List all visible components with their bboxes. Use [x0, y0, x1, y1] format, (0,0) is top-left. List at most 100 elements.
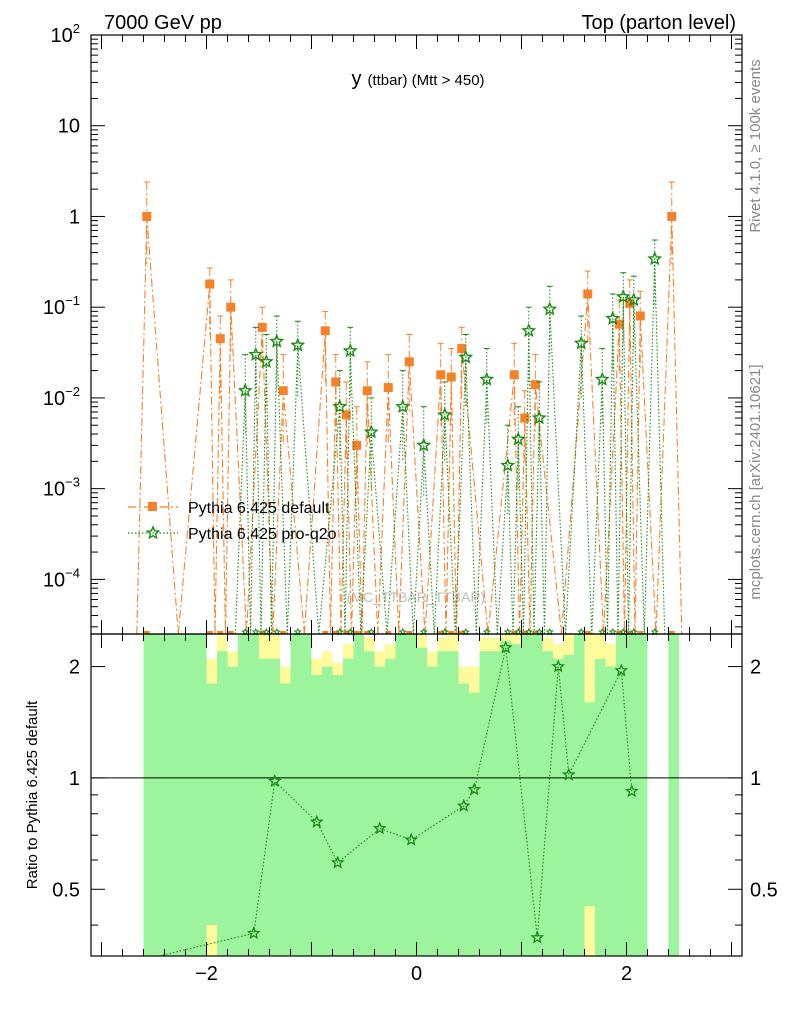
floor-marker-default — [448, 631, 455, 634]
point-default — [257, 322, 267, 332]
ratio-band-green — [668, 634, 679, 956]
ratio-band-green — [605, 666, 616, 956]
main-ytick-label: 10−4 — [43, 565, 80, 591]
ratio-band-green — [332, 674, 343, 956]
point-proq2o — [258, 353, 274, 369]
point-proq2o — [342, 343, 358, 358]
ratio-band-green — [206, 683, 217, 926]
main-series — [136, 181, 683, 636]
ratio-point-proq2o — [530, 930, 545, 944]
legend-entry-default: Pythia 6.425 default — [128, 500, 330, 517]
ratio-ytick-label-right: 0.5 — [750, 879, 778, 901]
series-line-default — [136, 216, 683, 635]
main-frame — [90, 34, 743, 635]
point-default — [320, 326, 330, 336]
xtick-label: −2 — [195, 963, 218, 985]
point-default — [583, 289, 593, 299]
floor-marker-default — [280, 631, 287, 634]
floor-marker-default — [227, 631, 234, 634]
floor-marker-default — [626, 631, 633, 634]
ratio-ytick-label-left: 1 — [69, 768, 80, 790]
floor-marker-default — [532, 631, 539, 634]
floor-marker-default — [437, 631, 444, 634]
point-proq2o — [395, 398, 411, 414]
point-default — [352, 440, 362, 450]
floor-marker-proq2o — [619, 627, 628, 636]
point-proq2o — [248, 346, 264, 361]
main-ytick-label: 10 — [58, 116, 80, 138]
point-proq2o — [510, 431, 526, 446]
ratio-bands — [143, 634, 679, 956]
floor-marker-proq2o — [251, 627, 260, 636]
ratio-band-green — [395, 634, 417, 956]
floor-marker-proq2o — [367, 627, 376, 636]
floor-marker-proq2o — [398, 627, 407, 636]
floor-marker-proq2o — [293, 627, 302, 636]
ratio-band-green — [217, 651, 228, 956]
ratio-band-green — [511, 644, 522, 956]
point-default — [509, 370, 519, 380]
floor-marker-default — [353, 631, 360, 634]
ratio-band-green — [521, 634, 543, 956]
rivet-label: Rivet 4.1.0, ≥ 100k events — [747, 59, 764, 232]
floor-marker-default — [511, 631, 518, 634]
floor-marker-default — [385, 631, 392, 634]
point-proq2o — [594, 371, 610, 386]
point-proq2o — [531, 410, 547, 425]
point-proq2o — [269, 333, 285, 348]
floor-marker-proq2o — [272, 627, 281, 636]
floor-marker-default — [668, 631, 675, 634]
ratio-band-green — [290, 634, 312, 956]
ratio-band-green — [469, 692, 480, 956]
ratio-band-green — [353, 634, 364, 956]
floor-marker-default — [364, 631, 371, 634]
ratio-band-green — [427, 666, 438, 956]
main-ytick-label: 1 — [69, 206, 80, 228]
floor-marker-proq2o — [524, 627, 533, 636]
floor-marker-proq2o — [629, 627, 638, 636]
point-proq2o — [479, 371, 495, 386]
ratio-point-proq2o — [624, 784, 639, 798]
ratio-point-proq2o — [456, 798, 471, 812]
point-default — [278, 386, 288, 396]
point-proq2o — [615, 289, 631, 304]
xtick-label: 0 — [411, 963, 422, 985]
ratio-point-proq2o — [467, 782, 482, 796]
ratio-band-green — [437, 651, 448, 956]
point-proq2o — [237, 382, 253, 398]
point-default — [404, 357, 414, 367]
ratio-point-proq2o — [309, 814, 324, 828]
floor-marker-proq2o — [419, 627, 428, 636]
floor-marker-proq2o — [346, 627, 355, 636]
ratio-band-green — [416, 647, 427, 956]
point-proq2o — [458, 349, 474, 364]
floor-marker-proq2o — [650, 627, 659, 636]
point-proq2o — [290, 337, 306, 352]
ratio-ytick-label-right: 1 — [750, 768, 761, 790]
plot-title-main: y — [351, 68, 361, 90]
ratio-point-proq2o — [551, 659, 566, 673]
legend-label-default: Pythia 6.425 default — [188, 500, 330, 517]
floor-marker-default — [584, 631, 591, 634]
ratio-point-proq2o — [372, 821, 387, 835]
legend-marker-proq2o — [145, 525, 161, 540]
point-proq2o — [647, 251, 663, 266]
floor-marker-proq2o — [598, 627, 607, 636]
floor-marker-proq2o — [535, 627, 544, 636]
ratio-band-green — [175, 634, 207, 956]
analysis-watermark: (MC_TTBAR_TTBAR) — [347, 589, 485, 605]
floor-marker-default — [206, 631, 213, 634]
legend-label-proq2o: Pythia 6.425 pro-q2o — [188, 526, 337, 543]
point-default — [226, 302, 236, 312]
point-default — [530, 380, 540, 390]
ratio-point-proq2o — [498, 640, 513, 654]
ratio-band-green — [616, 634, 648, 956]
floor-marker-default — [143, 631, 150, 634]
point-proq2o — [605, 310, 621, 325]
ratio-ylabel: Ratio to Pythia 6.425 default — [24, 700, 41, 889]
legend-marker-default — [148, 502, 157, 511]
axis-labels: 102 10 1 10−1 10−2 10−3 10−4 0.5 0.5 1 1 2 2 −2 0 2 — [43, 21, 778, 985]
floor-marker-proq2o — [461, 627, 470, 636]
point-default — [457, 344, 467, 354]
floor-marker-proq2o — [335, 627, 344, 636]
